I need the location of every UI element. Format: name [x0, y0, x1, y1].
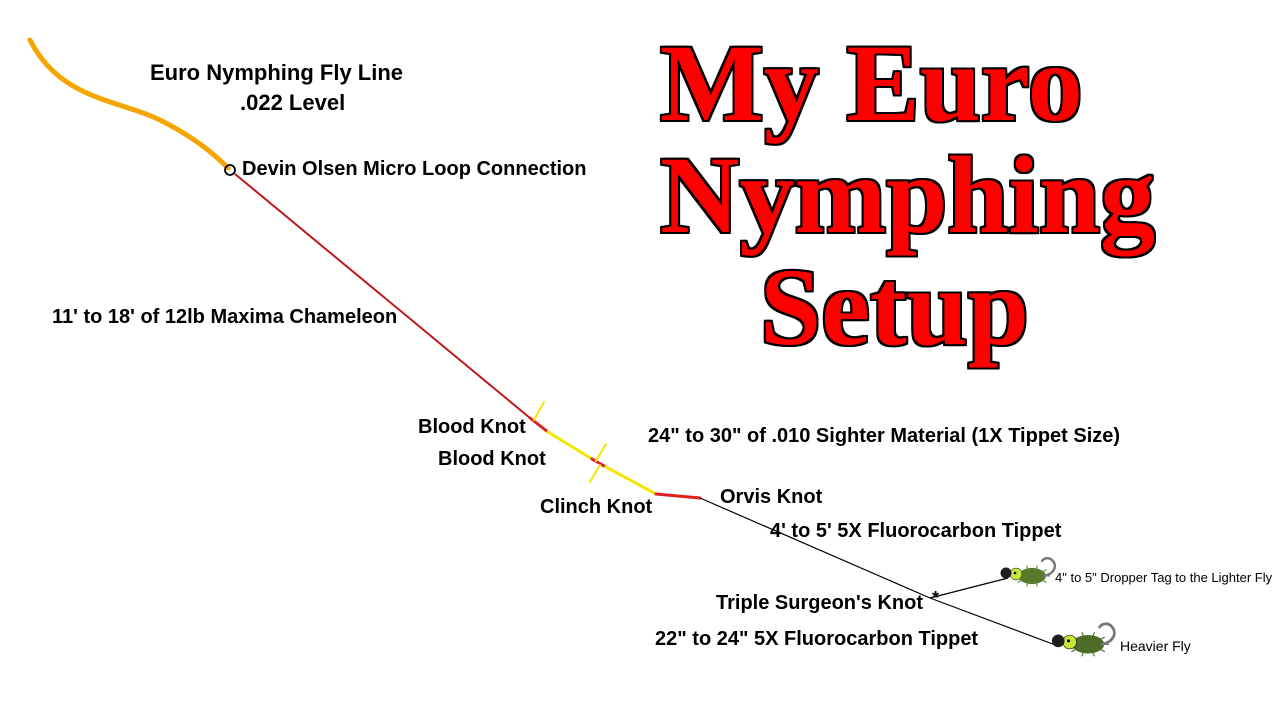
heavier-fly-icon	[1052, 624, 1114, 657]
label-clinch: Clinch Knot	[540, 496, 652, 519]
label-fly-line-1: Euro Nymphing Fly Line	[150, 60, 403, 86]
label-tippet2: 22" to 24" 5X Fluorocarbon Tippet	[655, 628, 978, 651]
dropper-tag-line	[930, 578, 1008, 598]
label-tippet1: 4' to 5' 5X Fluorocarbon Tippet	[770, 520, 1061, 543]
rig-diagram: *	[0, 0, 1280, 720]
sighter-segment-0	[530, 418, 548, 432]
lighter-fly-icon	[1001, 558, 1055, 586]
sighter-segment-3	[606, 467, 656, 494]
label-micro-loop: Devin Olsen Micro Loop Connection	[242, 158, 586, 181]
label-sighter: 24" to 30" of .010 Sighter Material (1X …	[648, 425, 1120, 448]
label-dropper: 4" to 5" Dropper Tag to the Lighter Fly	[1055, 570, 1272, 585]
sighter-tag-1	[596, 444, 606, 461]
label-orvis: Orvis Knot	[720, 486, 822, 509]
label-heavier: Heavier Fly	[1120, 638, 1191, 654]
label-fly-line-2: .022 Level	[240, 90, 345, 116]
sighter-tag-0	[534, 402, 544, 420]
sighter-segment-4	[656, 494, 700, 498]
label-blood-knot-2: Blood Knot	[438, 448, 546, 471]
maxima-line	[235, 174, 530, 418]
surgeon-knot-mark: *	[932, 588, 939, 608]
sighter-tag-2	[590, 465, 600, 482]
label-surgeon: Triple Surgeon's Knot	[716, 592, 923, 615]
tippet-1-line	[700, 498, 930, 598]
label-blood-knot-1: Blood Knot	[418, 416, 526, 439]
label-maxima: 11' to 18' of 12lb Maxima Chameleon	[52, 306, 397, 329]
title-line-2: Nymphing	[660, 140, 1155, 250]
title-line-3: Setup	[760, 252, 1029, 362]
title-line-1: My Euro	[660, 28, 1083, 138]
sighter-segment-1	[548, 432, 592, 459]
